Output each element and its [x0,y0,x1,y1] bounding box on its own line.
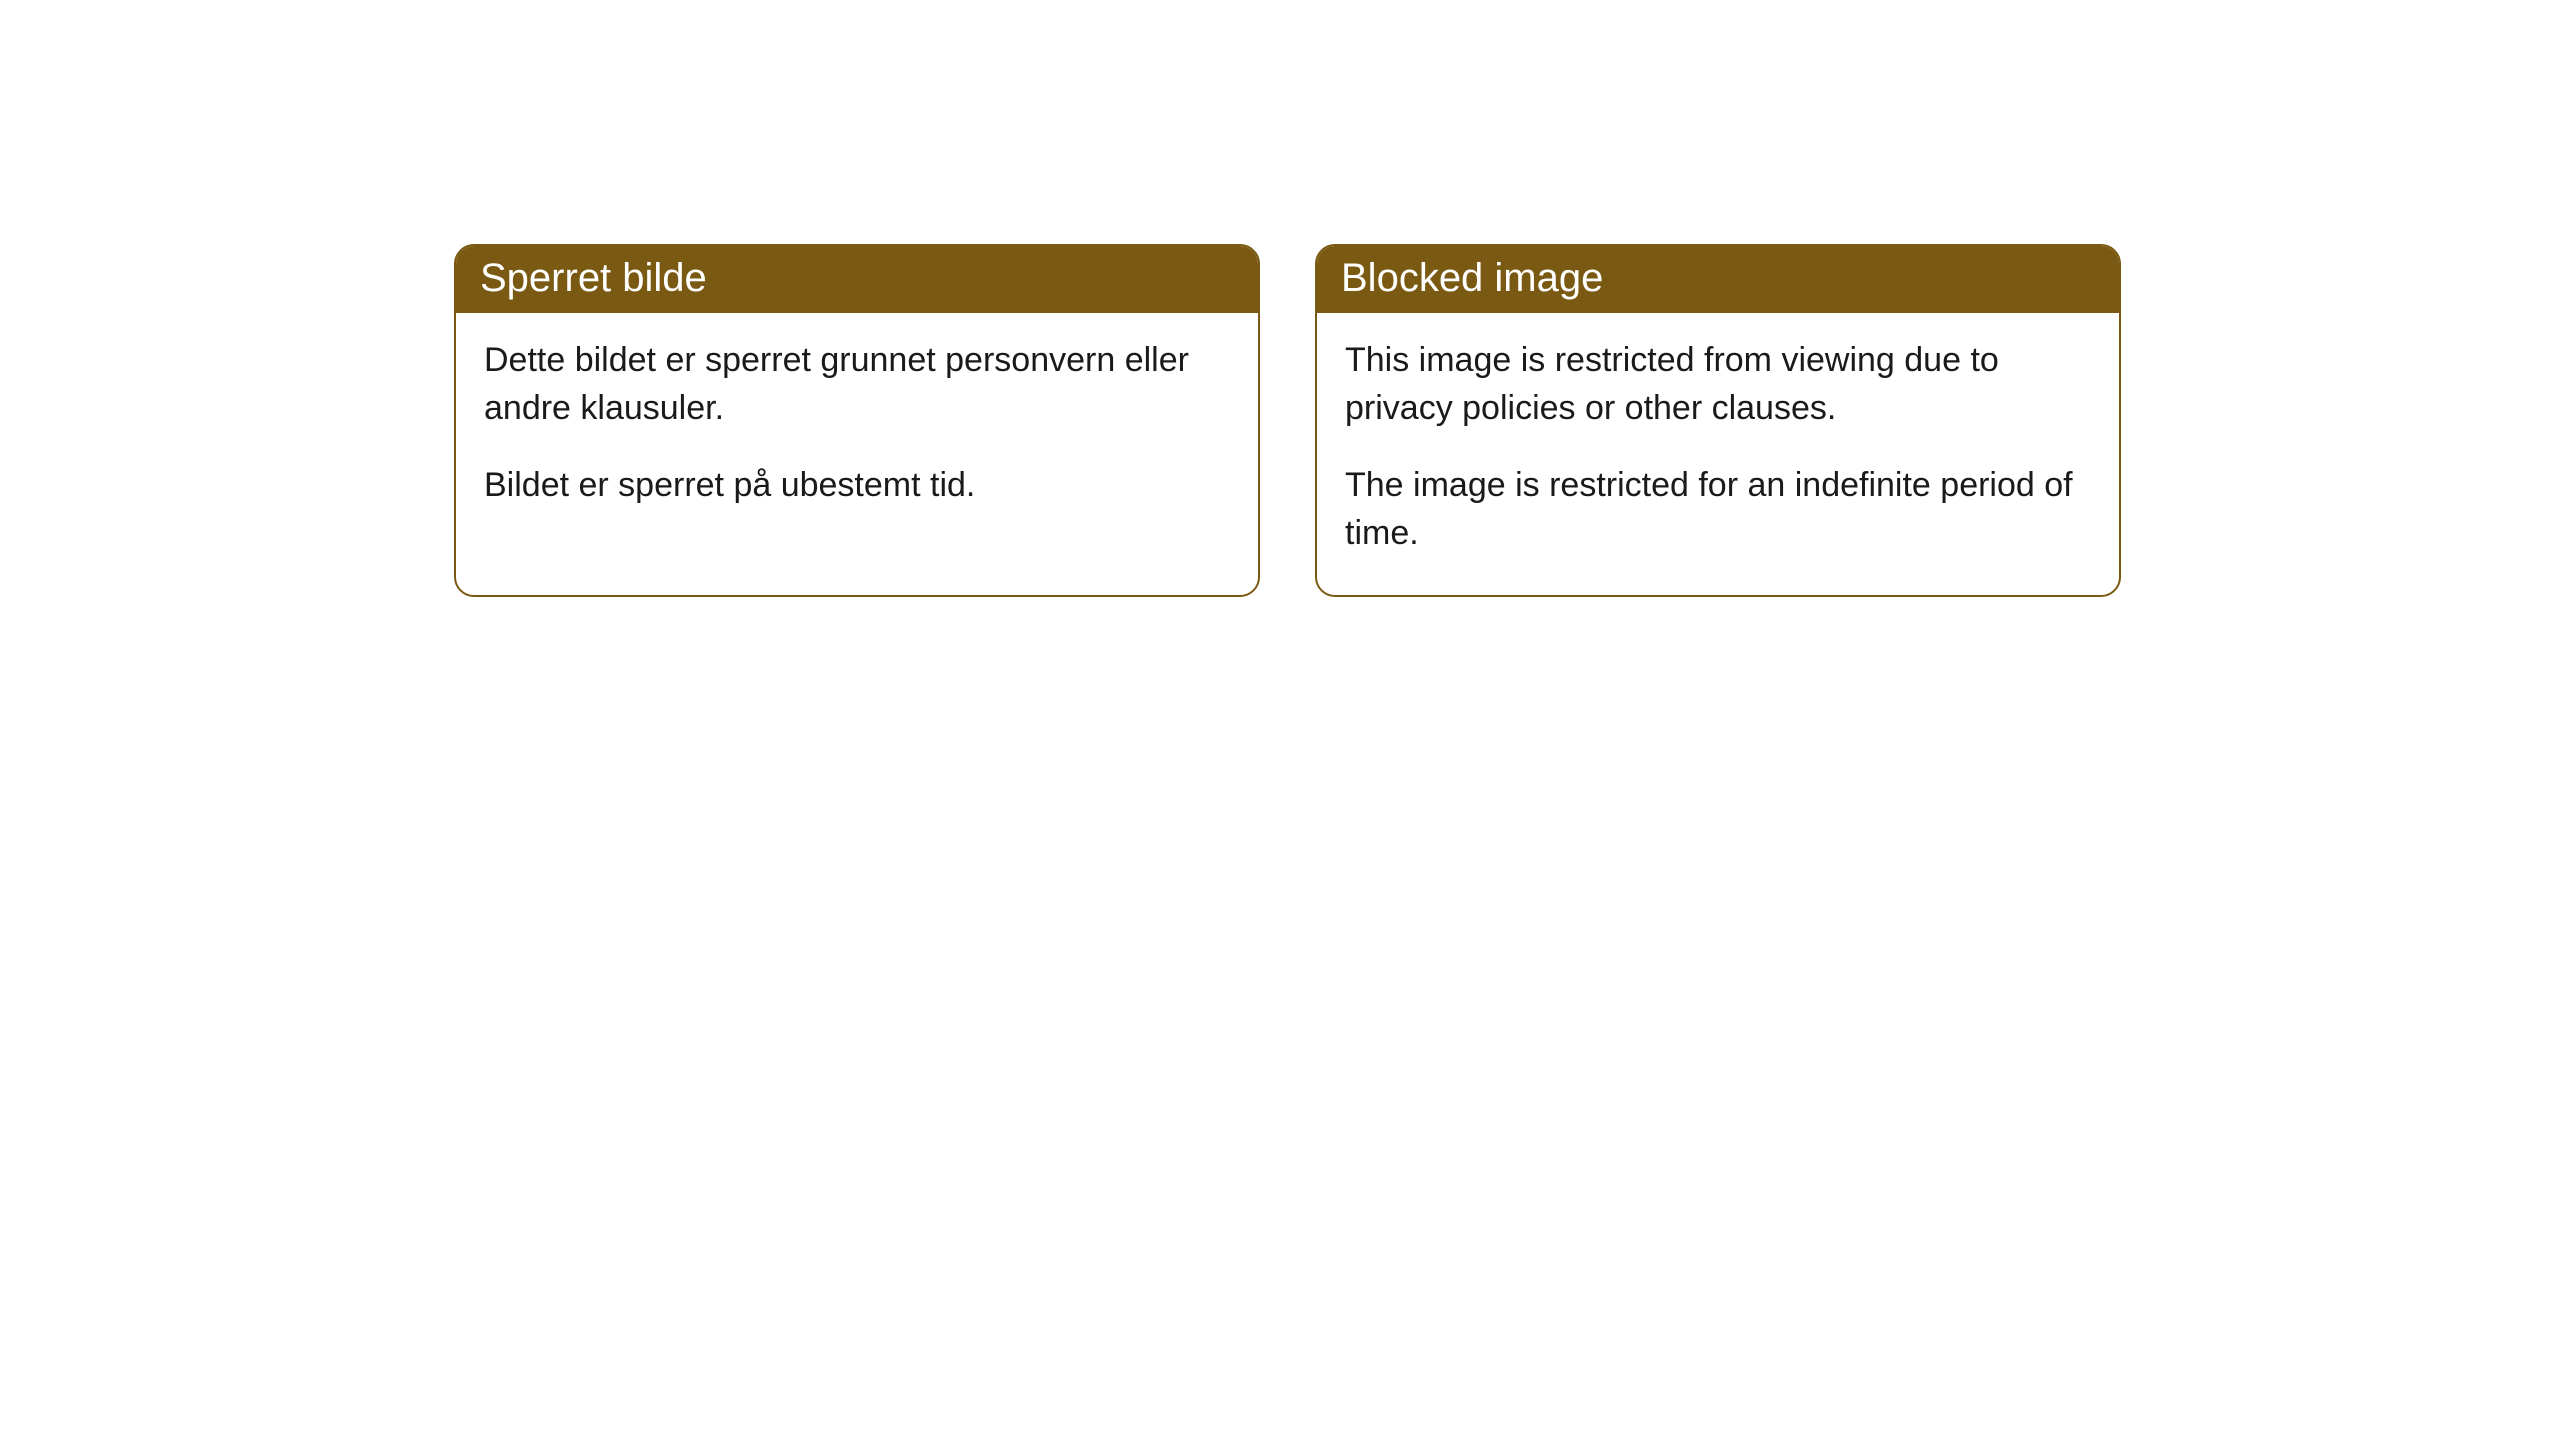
card-title: Blocked image [1341,256,1603,300]
card-paragraph: This image is restricted from viewing du… [1345,337,2091,432]
card-paragraph: The image is restricted for an indefinit… [1345,462,2091,557]
card-body: This image is restricted from viewing du… [1317,313,2119,595]
blocked-image-card-norwegian: Sperret bilde Dette bildet er sperret gr… [454,244,1260,597]
card-header: Sperret bilde [456,246,1258,313]
blocked-image-card-english: Blocked image This image is restricted f… [1315,244,2121,597]
card-paragraph: Dette bildet er sperret grunnet personve… [484,337,1230,432]
card-paragraph: Bildet er sperret på ubestemt tid. [484,462,1230,510]
cards-container: Sperret bilde Dette bildet er sperret gr… [0,0,2560,597]
card-title: Sperret bilde [480,256,707,300]
card-header: Blocked image [1317,246,2119,313]
card-body: Dette bildet er sperret grunnet personve… [456,313,1258,548]
